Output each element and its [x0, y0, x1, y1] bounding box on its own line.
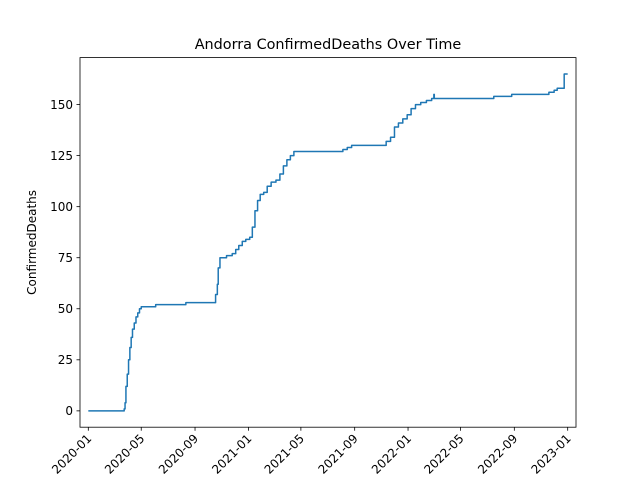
x-tick-label: 2021-01	[209, 431, 254, 476]
y-axis: 0 25 50 75 100 125 150	[50, 98, 80, 418]
x-tick-label: 2021-09	[315, 431, 360, 476]
y-tick-label: 150	[50, 98, 73, 112]
series-line-0	[88, 73, 568, 412]
y-tick-label: 0	[65, 404, 73, 418]
y-tick-label: 100	[50, 200, 73, 214]
y-tick-label: 125	[50, 149, 73, 163]
x-axis: 2020-01 2020-05 2020-09 2021-01 2021-05 2021-…	[49, 427, 574, 477]
y-tick-label: 50	[58, 302, 73, 316]
x-tick-label: 2023-01	[528, 431, 573, 476]
x-tick-label: 2022-09	[475, 431, 520, 476]
plot-frame	[79, 57, 577, 428]
x-tick-label: 2020-09	[156, 431, 201, 476]
y-tick-label: 75	[58, 251, 73, 265]
y-axis-label: ConfirmedDeaths	[25, 190, 39, 295]
x-tick-label: 2022-05	[421, 431, 466, 476]
chart-title: Andorra ConfirmedDeaths Over Time	[195, 37, 462, 53]
x-tick-label: 2022-01	[369, 431, 414, 476]
x-tick-label: 2020-01	[49, 431, 94, 476]
plot-area	[80, 57, 576, 428]
x-tick-label: 2020-05	[102, 431, 147, 476]
series-group	[88, 73, 568, 412]
y-tick-label: 25	[58, 353, 73, 367]
x-tick-label: 2021-05	[262, 431, 307, 476]
